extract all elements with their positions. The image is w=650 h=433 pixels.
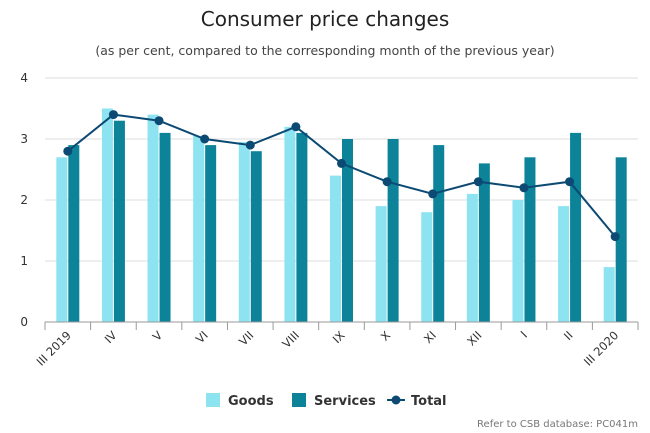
x-tick-label: V <box>150 328 166 344</box>
bar-goods[interactable] <box>603 267 615 322</box>
total-point[interactable] <box>610 232 620 242</box>
total-point[interactable] <box>291 122 301 132</box>
x-tick-label: XII <box>464 328 484 348</box>
bar-goods[interactable] <box>330 175 341 322</box>
bars <box>56 108 627 323</box>
total-point[interactable] <box>245 140 255 150</box>
credit-text[interactable]: Refer to CSB database: PC041m <box>477 419 638 430</box>
bar-goods[interactable] <box>421 212 433 322</box>
x-tick-label: VIII <box>279 328 302 351</box>
y-axis: 0 1 2 3 4 <box>20 71 28 329</box>
x-tick-label: IV <box>102 328 120 346</box>
x-tick-label: III 2020 <box>581 328 621 368</box>
total-point[interactable] <box>63 146 73 156</box>
total-line <box>63 110 620 242</box>
bar-services[interactable] <box>615 157 627 322</box>
total-point[interactable] <box>382 177 392 187</box>
bar-goods[interactable] <box>558 206 570 322</box>
bar-goods[interactable] <box>56 157 68 322</box>
bar-services[interactable] <box>524 157 536 322</box>
legend-label-total: Total <box>411 394 447 409</box>
bar-services[interactable] <box>159 132 171 322</box>
legend-label-goods: Goods <box>228 394 274 409</box>
legend-item-total[interactable]: Total <box>387 394 447 409</box>
legend-item-goods[interactable]: Goods <box>206 393 274 409</box>
legend-swatch-goods <box>206 393 220 407</box>
x-tick-label: XI <box>421 328 439 346</box>
y-tick-label: 2 <box>20 193 28 207</box>
x-tick-label: VI <box>193 328 211 346</box>
total-point[interactable] <box>428 189 438 199</box>
total-point[interactable] <box>565 177 575 187</box>
bar-goods[interactable] <box>193 135 205 322</box>
bar-services[interactable] <box>387 139 399 322</box>
y-tick-label: 1 <box>20 254 28 268</box>
bar-goods[interactable] <box>238 142 250 322</box>
legend-label-services: Services <box>314 394 376 409</box>
bar-services[interactable] <box>342 139 353 322</box>
total-point[interactable] <box>519 183 529 193</box>
chart-subtitle: (as per cent, compared to the correspond… <box>95 43 554 58</box>
x-tick-label: III 2019 <box>34 328 74 368</box>
bar-services[interactable] <box>113 120 125 322</box>
y-tick-label: 3 <box>20 132 28 146</box>
x-tick-label: I <box>518 328 530 340</box>
bar-services[interactable] <box>68 145 80 322</box>
bar-goods[interactable] <box>147 114 159 322</box>
legend-swatch-services <box>292 393 306 407</box>
bar-services[interactable] <box>433 145 445 322</box>
x-axis: III 2019 IV V VI VII VIII IX X XI XII I II III 2020 <box>34 321 639 369</box>
bar-goods[interactable] <box>375 206 387 322</box>
chart-title: Consumer price changes <box>201 7 450 31</box>
bar-goods[interactable] <box>512 200 524 322</box>
bar-services[interactable] <box>205 145 217 322</box>
x-tick-label: X <box>378 328 394 344</box>
legend-item-services[interactable]: Services <box>292 393 376 409</box>
legend: Goods Services Total <box>206 393 447 409</box>
legend-marker-total <box>391 395 401 405</box>
total-point[interactable] <box>337 158 346 168</box>
bar-services[interactable] <box>570 132 582 322</box>
x-tick-label: VII <box>236 328 256 348</box>
x-tick-label: II <box>561 328 576 343</box>
bar-goods[interactable] <box>101 108 113 323</box>
bar-services[interactable] <box>296 132 308 322</box>
bar-services[interactable] <box>250 151 262 322</box>
bar-services[interactable] <box>478 163 490 322</box>
total-point[interactable] <box>108 110 118 120</box>
bar-goods[interactable] <box>284 126 296 322</box>
total-point[interactable] <box>154 116 164 126</box>
total-point[interactable] <box>473 177 483 187</box>
total-point[interactable] <box>200 134 210 144</box>
grid <box>45 77 638 323</box>
bar-goods[interactable] <box>466 193 478 322</box>
y-tick-label: 0 <box>20 315 28 329</box>
x-tick-label: IX <box>330 328 348 346</box>
y-tick-label: 4 <box>20 71 28 85</box>
